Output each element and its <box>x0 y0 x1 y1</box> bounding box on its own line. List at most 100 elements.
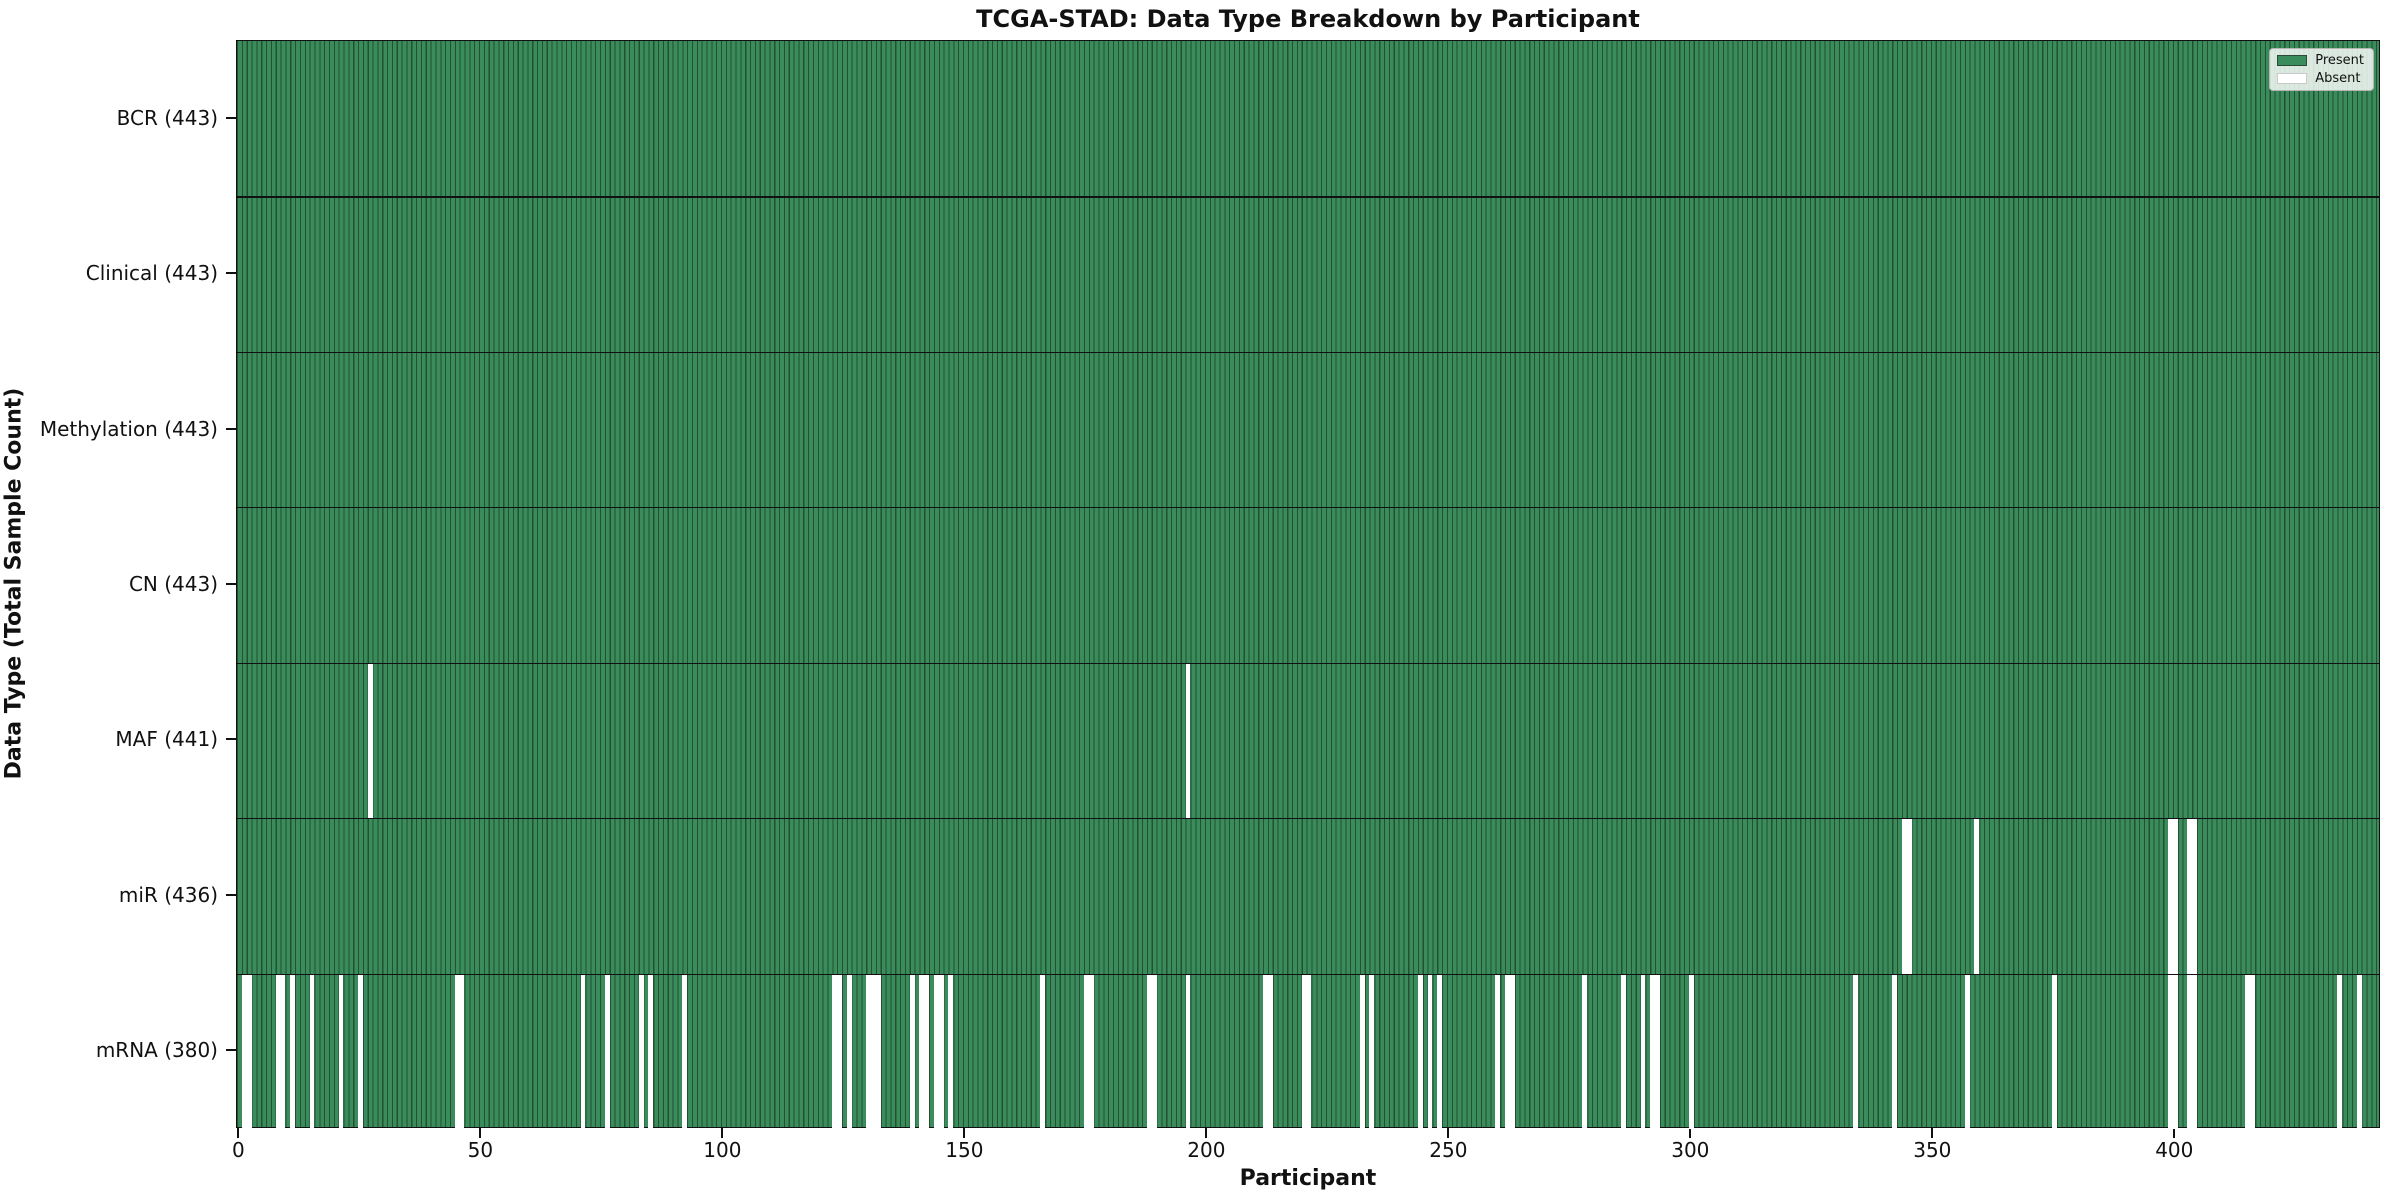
absent-cell-mRNA-92 <box>682 973 688 1129</box>
absent-cell-mRNA-399 <box>2168 973 2173 1129</box>
absent-cell-miR-359 <box>1974 818 1980 974</box>
y-tick-label-Methylation: Methylation (443) <box>39 416 218 441</box>
y-tick-mark <box>226 1049 236 1052</box>
legend-entry-present: Present <box>2277 54 2364 67</box>
absent-cell-mRNA-375 <box>2051 973 2057 1129</box>
absent-cell-mRNA-286 <box>1621 973 1626 1129</box>
absent-cell-mRNA-175 <box>1083 973 1089 1129</box>
absent-cell-mRNA-263 <box>1509 973 1515 1129</box>
absent-cell-mRNA-11 <box>290 973 296 1129</box>
absent-cell-mRNA-147 <box>948 973 954 1129</box>
absent-cell-mRNA-403 <box>2187 973 2193 1129</box>
legend-absent-label: Absent <box>2315 71 2361 86</box>
y-tick-mark <box>226 738 236 741</box>
absent-swatch-icon <box>2277 73 2308 84</box>
absent-cell-mRNA-415 <box>2245 973 2251 1129</box>
absent-cell-mRNA-83 <box>638 973 644 1129</box>
absent-cell-mRNA-132 <box>875 973 881 1129</box>
absent-cell-mRNA-142 <box>924 973 930 1129</box>
absent-cell-mRNA-434 <box>2337 973 2343 1129</box>
legend: Present Absent <box>2269 48 2374 91</box>
absent-cell-mRNA-290 <box>1640 973 1646 1129</box>
absent-cell-mRNA-15 <box>309 973 315 1129</box>
y-tick-label-Clinical: Clinical (443) <box>85 261 218 286</box>
legend-present-label: Present <box>2315 53 2364 68</box>
y-tick-mark <box>226 583 236 585</box>
absent-cell-mRNA-141 <box>919 973 925 1129</box>
x-tick-mark <box>237 1128 240 1138</box>
absent-cell-mRNA-25 <box>357 973 363 1129</box>
absent-cell-mRNA-404 <box>2192 973 2198 1129</box>
row-divider <box>237 973 2379 975</box>
absent-cell-miR-404 <box>2192 818 2198 974</box>
x-tick-label-400: 400 <box>2155 1138 2194 1162</box>
x-axis-title: Participant <box>1239 1166 1377 1191</box>
x-tick-mark <box>1689 1128 1692 1138</box>
row-divider <box>237 662 2379 664</box>
absent-cell-mRNA-213 <box>1267 973 1273 1129</box>
x-tick-label-150: 150 <box>945 1138 984 1162</box>
x-tick-mark <box>479 1128 482 1138</box>
absent-cell-mRNA-45 <box>454 973 460 1129</box>
absent-cell-mRNA-76 <box>604 973 610 1129</box>
absent-cell-mRNA-188 <box>1146 973 1152 1129</box>
x-tick-label-350: 350 <box>1913 1138 1952 1162</box>
x-tick-label-50: 50 <box>467 1138 494 1162</box>
absent-cell-mRNA-131 <box>871 973 876 1129</box>
y-tick-mark <box>226 116 236 119</box>
x-tick-mark <box>1931 1128 1934 1138</box>
y-tick-label-MAF: MAF (441) <box>115 727 218 752</box>
present-swatch-icon <box>2277 55 2308 66</box>
x-tick-mark <box>721 1128 724 1138</box>
absent-cell-mRNA-123 <box>832 973 838 1129</box>
absent-cell-miR-345 <box>1906 818 1912 974</box>
y-tick-label-CN: CN (443) <box>128 572 218 596</box>
absent-cell-mRNA-248 <box>1437 973 1443 1129</box>
absent-cell-miR-399 <box>2168 818 2173 974</box>
absent-cell-mRNA-46 <box>459 973 465 1129</box>
x-tick-label-250: 250 <box>1429 1138 1468 1162</box>
absent-cell-mRNA-220 <box>1301 973 1307 1129</box>
x-tick-label-200: 200 <box>1187 1138 1226 1162</box>
absent-cell-mRNA-400 <box>2172 973 2178 1129</box>
absent-cell-mRNA-300 <box>1688 973 1694 1129</box>
absent-cell-miR-400 <box>2172 818 2178 974</box>
absent-cell-mRNA-8 <box>275 973 281 1129</box>
absent-cell-miR-403 <box>2187 818 2193 974</box>
y-tick-mark <box>226 427 236 430</box>
absent-cell-mRNA-130 <box>866 973 871 1129</box>
row-divider <box>237 196 2379 198</box>
y-tick-mark <box>226 893 236 896</box>
absent-cell-mRNA-221 <box>1306 973 1312 1129</box>
absent-cell-mRNA-438 <box>2356 973 2362 1129</box>
absent-cell-mRNA-176 <box>1088 973 1094 1129</box>
absent-cell-MAF-196 <box>1185 662 1191 819</box>
x-tick-mark <box>2173 1128 2176 1138</box>
absent-cell-mRNA-334 <box>1853 973 1859 1129</box>
absent-cell-mRNA-293 <box>1655 973 1660 1129</box>
row-divider <box>237 818 2379 820</box>
absent-cell-mRNA-2 <box>246 973 252 1129</box>
absent-cell-mRNA-1 <box>241 973 247 1129</box>
legend-entry-absent: Absent <box>2277 72 2364 85</box>
x-tick-mark <box>1205 1128 1208 1138</box>
absent-cell-mRNA-357 <box>1964 973 1970 1129</box>
row-divider <box>237 507 2379 509</box>
absent-cell-mRNA-292 <box>1650 973 1656 1129</box>
absent-cell-mRNA-342 <box>1892 973 1897 1129</box>
absent-cell-mRNA-144 <box>933 973 939 1129</box>
absent-cell-mRNA-166 <box>1040 973 1046 1129</box>
absent-cell-mRNA-9 <box>280 973 286 1129</box>
y-tick-label-miR: miR (436) <box>118 882 218 907</box>
absent-cell-mRNA-85 <box>648 973 654 1129</box>
absent-cell-mRNA-212 <box>1263 973 1268 1129</box>
absent-cell-mRNA-278 <box>1582 973 1588 1129</box>
plot-area <box>236 40 2380 1129</box>
x-tick-mark <box>1447 1128 1450 1138</box>
absent-cell-MAF-27 <box>367 662 373 819</box>
absent-cell-mRNA-145 <box>938 973 944 1129</box>
x-tick-label-300: 300 <box>1671 1138 1710 1162</box>
x-tick-label-100: 100 <box>703 1138 742 1162</box>
absent-cell-mRNA-232 <box>1359 973 1365 1129</box>
